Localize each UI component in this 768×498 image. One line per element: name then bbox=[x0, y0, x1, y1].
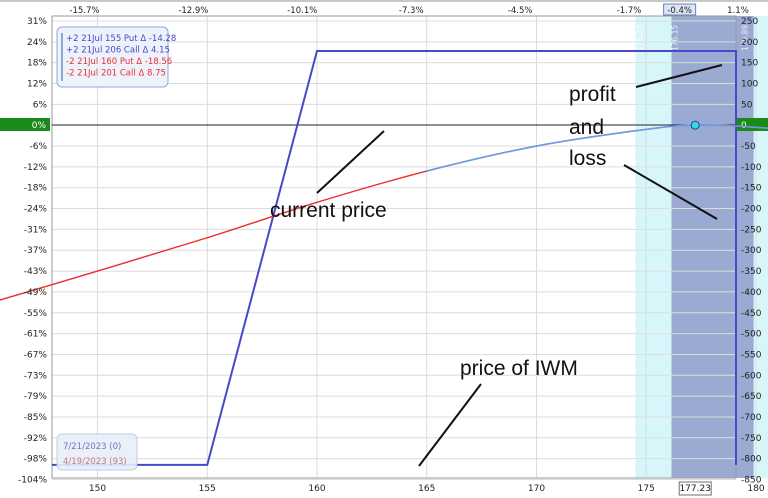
current-price-box bbox=[678, 481, 712, 496]
annotations: profit and loss current price price of I… bbox=[270, 64, 723, 467]
y-left-tick-label: -73% bbox=[24, 371, 48, 381]
y-right-tick-label: -300 bbox=[741, 246, 762, 256]
y-right-tick-label: -50 bbox=[741, 142, 756, 152]
stddev-band-label: 176.28 bbox=[635, 25, 644, 51]
x-tick-label: 175 bbox=[638, 484, 655, 494]
y-right-tick-label: -750 bbox=[741, 434, 762, 444]
current-price-marker bbox=[690, 120, 700, 130]
current-price-label: 177.23 bbox=[679, 484, 711, 494]
y-right-tick-label: -200 bbox=[741, 205, 762, 215]
legend-item: -2 21Jul 160 Put Δ -18.56 bbox=[66, 57, 172, 67]
y-right-tick-label: -350 bbox=[741, 267, 762, 277]
top-pct-tick-label: -0.4% bbox=[667, 6, 692, 16]
zero-left-badge bbox=[0, 118, 50, 131]
top-pct-highlight-box bbox=[663, 3, 697, 16]
top-pct-tick-label: 1.1% bbox=[727, 6, 749, 16]
top-pct-tick-label: -1.7% bbox=[617, 6, 642, 16]
legend-item: +2 21Jul 155 Put Δ -14.28 bbox=[66, 34, 176, 44]
y-left-tick-label: -61% bbox=[24, 330, 48, 340]
series-expiry-line bbox=[52, 50, 737, 466]
y-left-tick-label: -92% bbox=[24, 434, 48, 444]
y-left-tick-label: -98% bbox=[24, 455, 48, 465]
y-right-tick-label: -800 bbox=[741, 455, 762, 465]
x-tick-label: 165 bbox=[418, 484, 435, 494]
x-tick-label: 180 bbox=[747, 484, 764, 494]
y-right-tick-label: -100 bbox=[741, 163, 762, 173]
x-tick-label: 155 bbox=[199, 484, 216, 494]
y-right-tick-label: 250 bbox=[741, 17, 758, 27]
top-pct-tick-label: -10.1% bbox=[287, 6, 317, 16]
y-left-tick-label: -12% bbox=[24, 163, 48, 173]
y-left-tick-label: -31% bbox=[24, 225, 48, 235]
y-right-tick-label: 150 bbox=[741, 59, 758, 69]
y-right-tick-label: 100 bbox=[741, 80, 758, 90]
legend: +2 21Jul 155 Put Δ -14.28 +2 21Jul 206 Ca… bbox=[56, 26, 176, 88]
y-left-tick-label: -43% bbox=[24, 267, 48, 277]
y-right-tick-label: -600 bbox=[741, 371, 762, 381]
top-pct-tick-label: -4.5% bbox=[508, 6, 533, 16]
y-left-tick-label: -6% bbox=[29, 142, 47, 152]
y-right-tick-label: -250 bbox=[741, 225, 762, 235]
arrow-profit bbox=[635, 64, 723, 88]
expiry-dates: 7/21/2023 (0) 4/19/2023 (93) bbox=[56, 433, 138, 471]
stddev-band-label: 176.15 bbox=[670, 25, 679, 51]
annotation-current-price: current price bbox=[270, 199, 387, 222]
top-pct-tick-label: -12.9% bbox=[178, 6, 208, 16]
y-right-tick-label: -850 bbox=[741, 475, 762, 485]
x-tick-label: 150 bbox=[89, 484, 106, 494]
arrow-price-of-iwm bbox=[418, 383, 482, 467]
y-right-tick-label: 50 bbox=[741, 100, 753, 110]
date-expiry: 7/21/2023 (0) bbox=[63, 442, 121, 452]
top-pct-tick-label: -15.7% bbox=[69, 6, 99, 16]
axes: 31% 24% 18% 12% 6% -6% -12% -18% -24% -31% -37% -43… bbox=[18, 3, 765, 496]
y-left-tick-label: -49% bbox=[24, 288, 48, 298]
y-right-tick-label: -450 bbox=[741, 309, 762, 319]
y-left-tick-label: -67% bbox=[24, 350, 48, 360]
y-right-tick-label: -500 bbox=[741, 330, 762, 340]
y-left-tick-label: -24% bbox=[24, 205, 48, 215]
x-tick-label: 170 bbox=[528, 484, 545, 494]
x-tick-label: 160 bbox=[308, 484, 325, 494]
legend-item: -2 21Jul 201 Call Δ 8.75 bbox=[66, 69, 166, 79]
annotation-profit: profit bbox=[569, 83, 616, 106]
y-left-tick-label: -85% bbox=[24, 413, 48, 423]
zero-left-label: 0% bbox=[32, 121, 47, 131]
y-left-tick-label: -104% bbox=[18, 475, 47, 485]
legend-item: +2 21Jul 206 Call Δ 4.15 bbox=[66, 46, 170, 56]
arrow-current-price bbox=[316, 130, 385, 194]
annotation-price-of-iwm: price of IWM bbox=[460, 357, 578, 380]
y-right-tick-label: -700 bbox=[741, 413, 762, 423]
grid bbox=[52, 16, 757, 480]
y-right-tick-label: -650 bbox=[741, 392, 762, 402]
y-left-tick-label: -55% bbox=[24, 309, 48, 319]
top-pct-tick-label: -7.3% bbox=[399, 6, 424, 16]
y-left-tick-label: -79% bbox=[24, 392, 48, 402]
y-left-tick-label: -37% bbox=[24, 246, 48, 256]
y-left-tick-label: 6% bbox=[33, 100, 48, 110]
y-left-tick-label: 12% bbox=[27, 80, 47, 90]
stddev-band-label: 179.89 bbox=[741, 25, 750, 51]
y-left-tick-label: -18% bbox=[24, 184, 48, 194]
series bbox=[0, 50, 768, 466]
y-left-tick-label: 24% bbox=[27, 38, 47, 48]
stddev-band-inner bbox=[671, 16, 754, 478]
y-right-tick-label: -150 bbox=[741, 184, 762, 194]
y-right-tick-label: 200 bbox=[741, 38, 758, 48]
date-today: 4/19/2023 (93) bbox=[63, 457, 127, 467]
arrow-loss bbox=[623, 164, 718, 220]
y-right-tick-label: -400 bbox=[741, 288, 762, 298]
y-left-tick-label: 31% bbox=[27, 17, 47, 27]
annotation-and: and bbox=[569, 116, 604, 139]
annotation-loss: loss bbox=[569, 147, 606, 170]
y-left-tick-label: 18% bbox=[27, 59, 47, 69]
y-right-tick-label: -550 bbox=[741, 350, 762, 360]
